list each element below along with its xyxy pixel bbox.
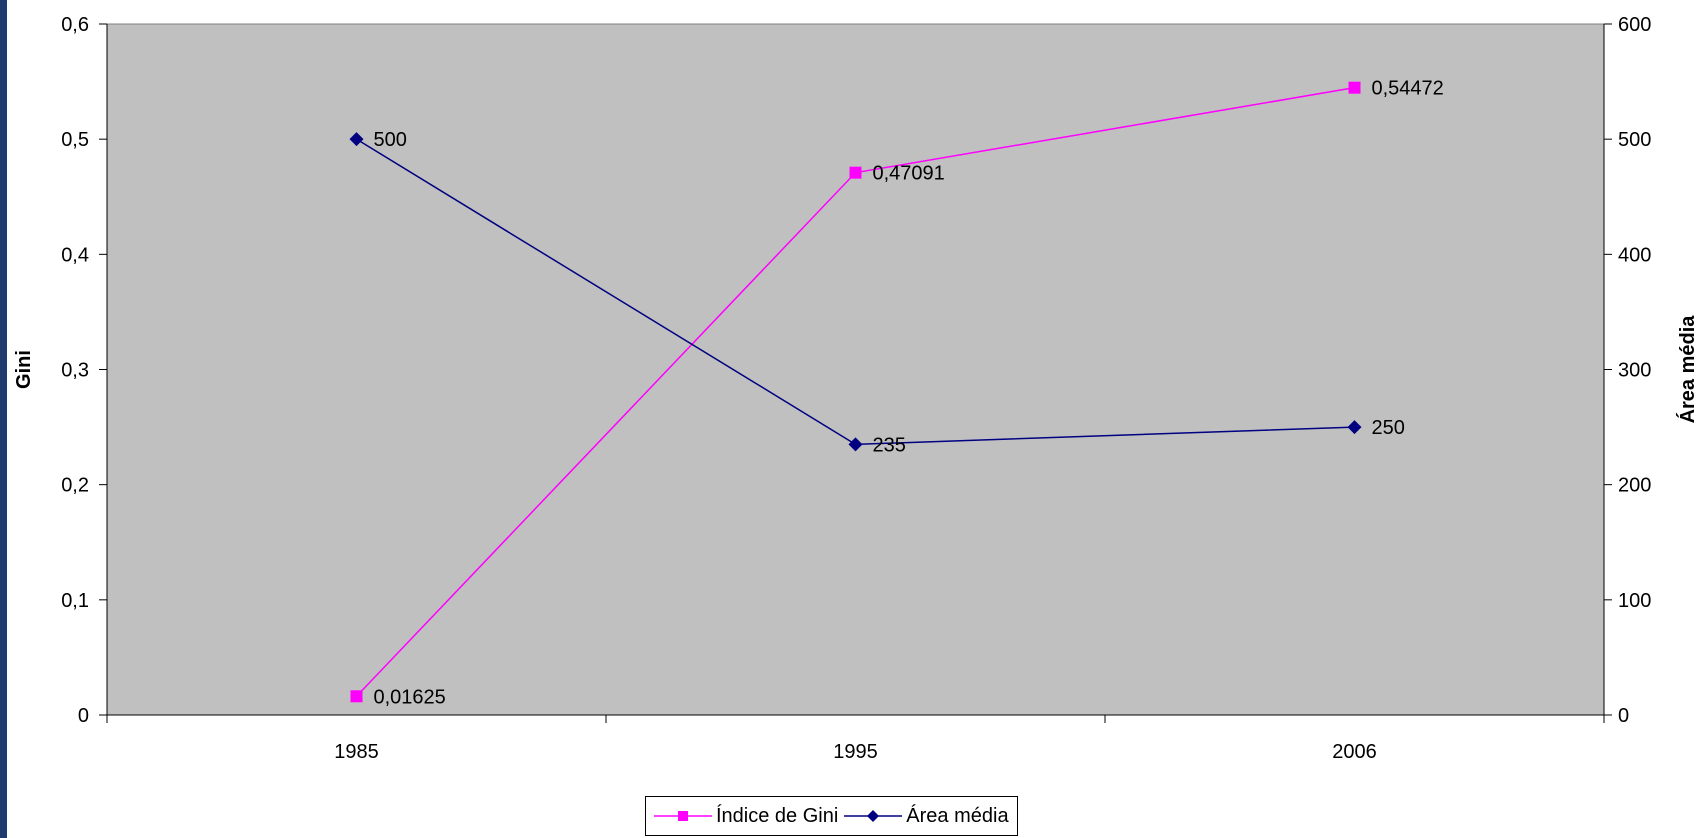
y2-axis-title: Área média: [1676, 315, 1699, 424]
legend-label-area: Área média: [906, 804, 1009, 827]
legend-label-gini: Índice de Gini: [716, 804, 839, 827]
y2-tick-label: 500: [1618, 129, 1651, 151]
x-tick-label: 1995: [833, 741, 878, 763]
data-point-square: [1348, 81, 1361, 94]
legend-item-gini: Índice de Gini: [654, 805, 838, 828]
square-marker-icon: [654, 811, 712, 821]
data-label: 0,01625: [374, 686, 446, 708]
y-tick-label: 0,2: [61, 475, 89, 497]
data-label: 0,47091: [873, 163, 945, 185]
diamond-marker-icon: [844, 810, 903, 822]
data-point-diamond: [349, 132, 364, 147]
y2-tick-label: 300: [1618, 360, 1651, 382]
y2-tick-label: 200: [1618, 475, 1651, 497]
y2-tick-label: 400: [1618, 244, 1651, 266]
y-tick-label: 0,6: [61, 14, 89, 36]
y-tick-label: 0,3: [61, 360, 89, 382]
data-label: 500: [374, 129, 407, 151]
data-point-square: [849, 166, 862, 179]
y-axis-title: Gini: [13, 350, 35, 389]
y-tick-label: 0: [78, 705, 89, 727]
axes: 0 0,1 0,2 0,3 0,4 0,5 0,6 0 100 200 300 400 500 600 19…: [61, 14, 1651, 763]
x-tick-label: 2006: [1332, 741, 1377, 763]
legend-item-area: Área média: [844, 804, 1009, 828]
legend: Índice de Gini Área média: [645, 796, 1018, 836]
data-point-diamond: [1347, 420, 1362, 435]
data-label: 0,54472: [1372, 78, 1444, 100]
left-edge-bar: [0, 0, 7, 838]
series-layer: 0,01625 0,47091 0,54472 500 235 250: [349, 78, 1444, 708]
y-tick-label: 0,5: [61, 129, 89, 151]
data-point-diamond: [848, 437, 863, 452]
plot-area: [106, 23, 1605, 716]
data-label: 250: [1372, 417, 1405, 439]
y2-tick-label: 600: [1618, 14, 1651, 36]
data-point-square: [350, 690, 363, 703]
y2-tick-label: 100: [1618, 590, 1651, 612]
y-tick-label: 0,4: [61, 244, 89, 266]
data-label: 235: [873, 434, 906, 456]
y-tick-label: 0,1: [61, 590, 89, 612]
y2-tick-label: 0: [1618, 705, 1629, 727]
x-tick-label: 1985: [334, 741, 379, 763]
